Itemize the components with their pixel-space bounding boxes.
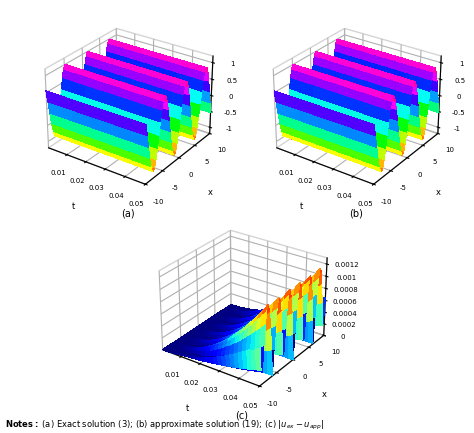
Y-axis label: x: x [436, 188, 441, 197]
Y-axis label: x: x [208, 188, 212, 197]
Y-axis label: x: x [321, 390, 327, 399]
Title: (a): (a) [121, 209, 135, 219]
Title: (c): (c) [235, 410, 248, 420]
Title: (b): (b) [349, 209, 363, 219]
X-axis label: t: t [300, 202, 303, 211]
X-axis label: t: t [185, 404, 189, 413]
Text: $\mathbf{Notes:}$ (a) Exact solution (3); (b) approximate solution (19); (c) $|u: $\mathbf{Notes:}$ (a) Exact solution (3)… [5, 419, 324, 432]
X-axis label: t: t [72, 202, 75, 211]
